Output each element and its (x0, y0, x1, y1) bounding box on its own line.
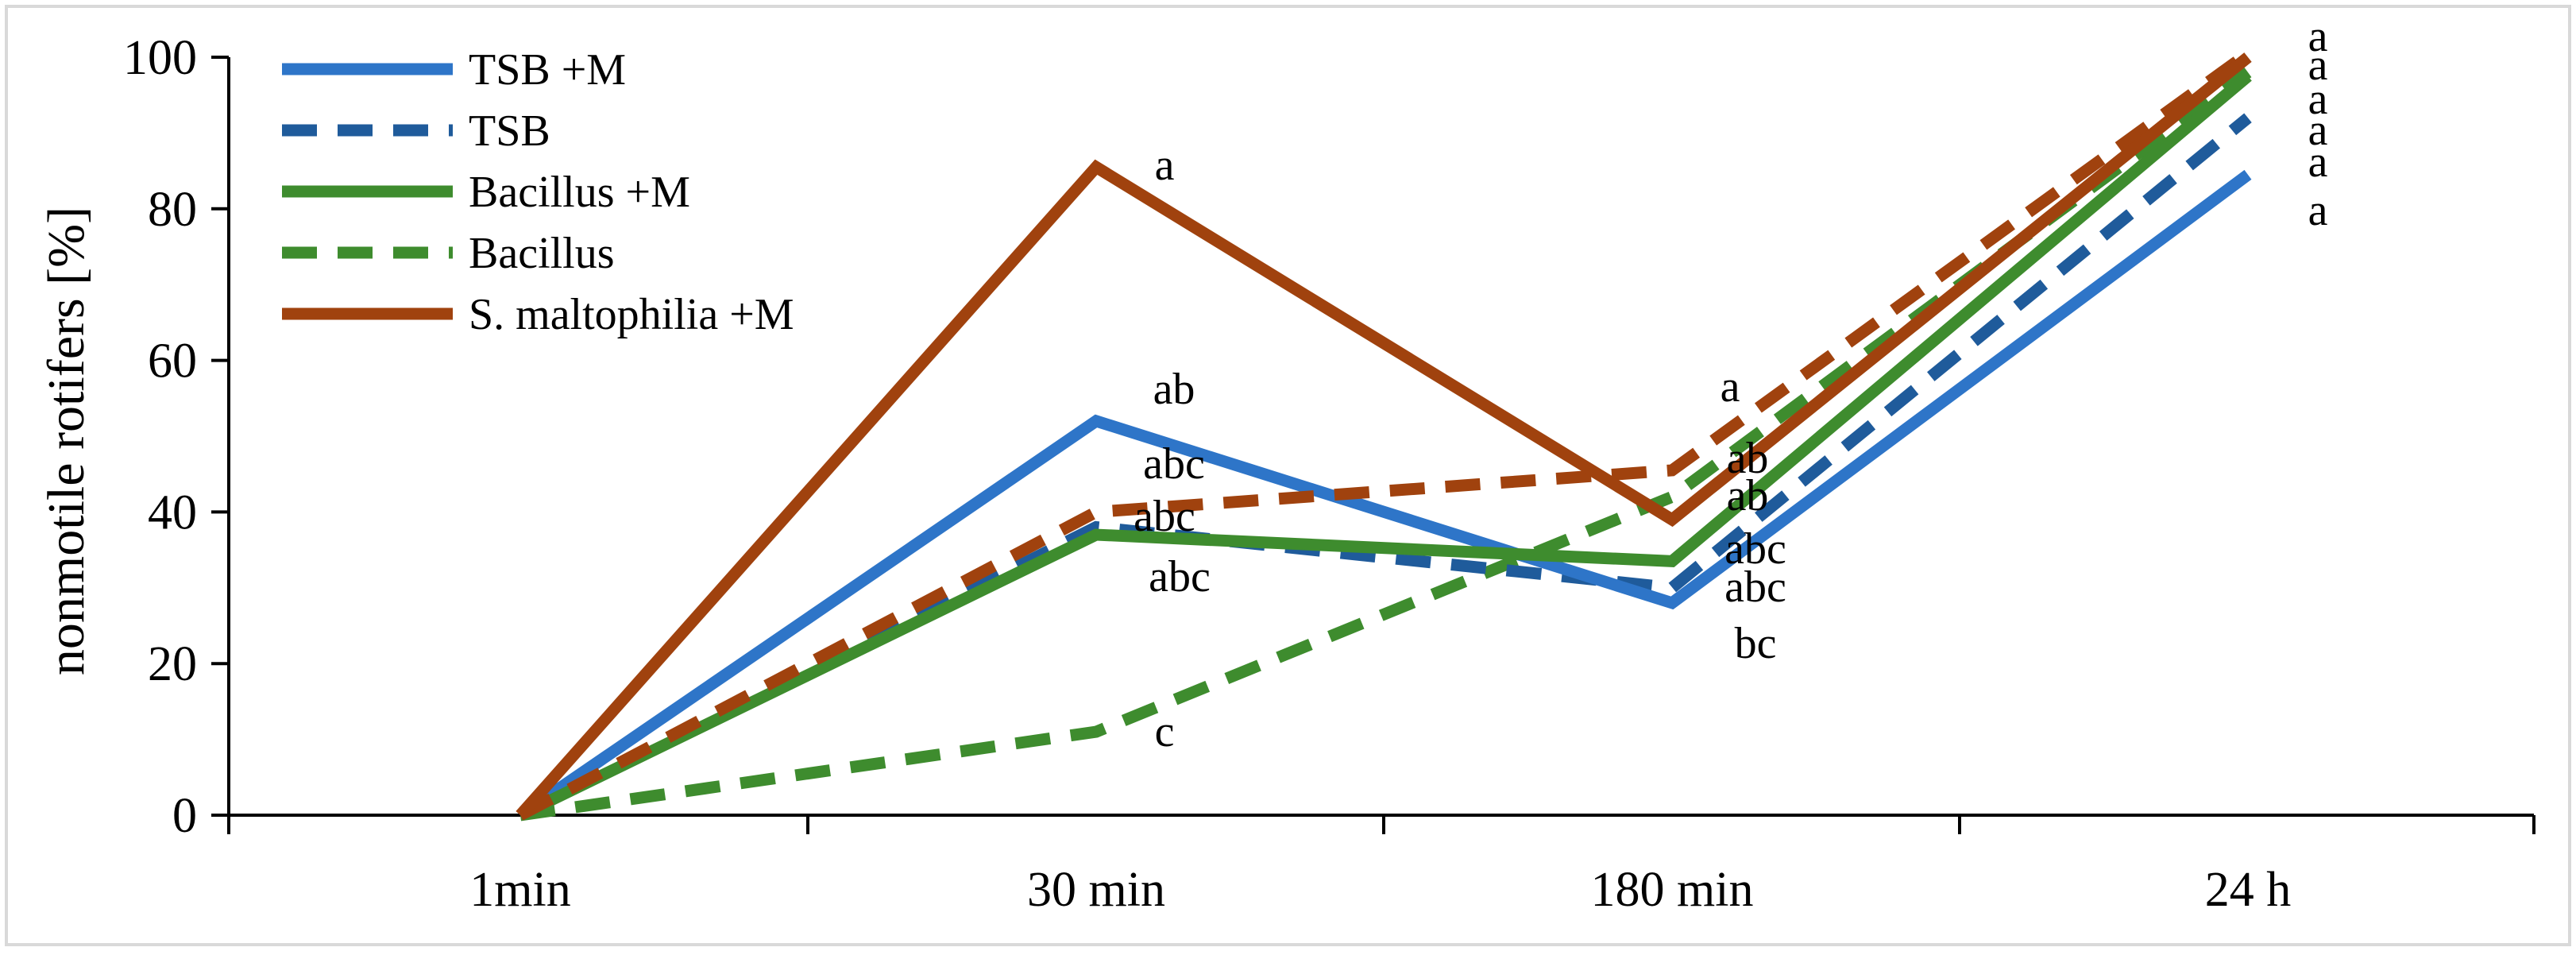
legend-label: TSB (469, 106, 550, 156)
x-tick-label: 1min (469, 863, 570, 917)
series-lines (516, 48, 2252, 822)
axes: 0 20 40 60 80 100 1min 30 min 180 min 24 h (123, 31, 2535, 917)
significance-label: abc (1134, 492, 1195, 541)
legend-label: Bacillus +M (469, 168, 690, 217)
significance-label: a (2308, 137, 2328, 187)
x-tick-label: 180 min (1591, 863, 1754, 917)
x-tick-label: 24 h (2205, 863, 2292, 917)
legend-label: S. maltophilia +M (469, 290, 794, 339)
significance-label: abc (1724, 563, 1786, 612)
significance-label: a (2308, 75, 2328, 124)
series-line-bacillus-m (517, 72, 2252, 821)
series-line-s-maltophilia-m (516, 52, 2252, 819)
significance-label: a (2308, 106, 2328, 155)
significance-label: a (2308, 41, 2328, 90)
significance-label: abc (1143, 439, 1205, 489)
y-tick-label: 40 (148, 485, 197, 539)
y-tick-label: 20 (148, 637, 197, 691)
y-tick-label: 60 (148, 334, 197, 389)
y-tick-label: 80 (148, 183, 197, 237)
significance-label: ab (1727, 471, 1769, 520)
significance-label: c (1155, 707, 1175, 756)
significance-label: ab (1727, 434, 1769, 483)
significance-label: bc (1735, 619, 1777, 668)
significance-label: a (1721, 362, 1740, 412)
series-line-s-maltophilia (517, 48, 2252, 821)
legend: TSB +M TSB Bacillus +M Bacillus S. maltophil… (282, 45, 794, 339)
significance-label: a (1155, 141, 1175, 190)
significance-label: abc (1724, 524, 1786, 574)
y-tick-label: 0 (172, 789, 197, 843)
legend-label: Bacillus (469, 229, 615, 278)
y-axis-title: nonmotile rotifers [%] (37, 207, 95, 675)
significance-label: abc (1149, 552, 1211, 601)
significance-label: a (2308, 186, 2328, 235)
series-line-tsb-m (516, 169, 2252, 821)
significance-label: ab (1153, 365, 1195, 414)
y-tick-label: 100 (123, 31, 197, 85)
significance-label: a (2308, 12, 2328, 61)
x-tick-label: 30 min (1027, 863, 1165, 917)
legend-label: TSB +M (469, 45, 626, 95)
